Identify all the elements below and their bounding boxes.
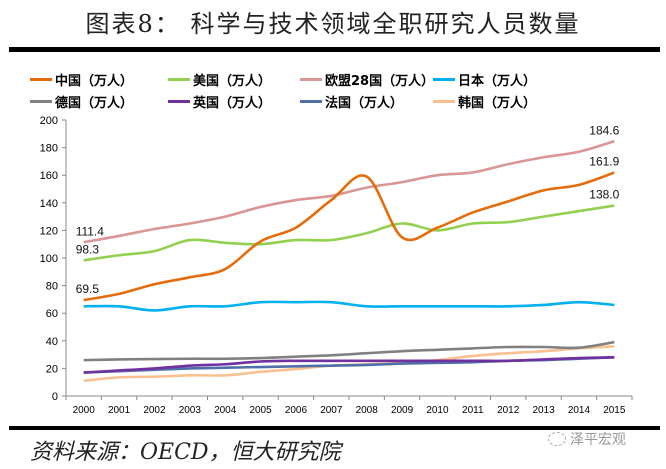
- legend-swatch: [433, 100, 455, 103]
- title-divider: [9, 47, 660, 52]
- y-tick-label: 40: [46, 336, 58, 348]
- series-line: [83, 171, 615, 302]
- legend-swatch: [300, 78, 322, 81]
- data-label: 161.9: [589, 155, 619, 169]
- x-tick-label: 2002: [143, 405, 166, 416]
- legend-label: 德国（万人）: [55, 96, 134, 111]
- legend-item: 法国（万人）: [300, 92, 403, 111]
- y-tick-label: 180: [40, 143, 58, 155]
- legend-item: 英国（万人）: [168, 92, 271, 111]
- data-label: 184.6: [589, 123, 619, 137]
- x-tick-label: 2004: [214, 405, 237, 416]
- figure-title: 图表8： 科学与技术领域全职研究人员数量: [85, 10, 581, 38]
- legend-swatch: [300, 100, 322, 103]
- legend-swatch: [168, 78, 190, 81]
- legend-swatch: [433, 78, 455, 81]
- series-line: [83, 300, 615, 312]
- legend-swatch: [168, 100, 190, 103]
- legend-item: 德国（万人）: [30, 92, 133, 111]
- watermark: 泽平宏观: [548, 429, 626, 449]
- x-tick-label: 2007: [320, 405, 343, 416]
- x-tick-label: 2006: [285, 405, 308, 416]
- y-tick-label: 120: [40, 225, 58, 237]
- series-line: [83, 140, 615, 244]
- legend-label: 英国（万人）: [193, 96, 272, 111]
- y-tick-label: 0: [52, 391, 58, 403]
- legend-item: 韩国（万人）: [433, 92, 536, 111]
- source-note: 资料来源：OECD，恒大研究院: [30, 440, 341, 465]
- legend-label: 法国（万人）: [325, 96, 404, 111]
- data-label: 69.5: [76, 282, 100, 296]
- x-tick-label: 2009: [391, 405, 414, 416]
- legend-label: 美国（万人）: [193, 74, 272, 89]
- x-tick-label: 2015: [603, 405, 626, 416]
- series-line: [83, 356, 615, 374]
- y-tick-label: 80: [46, 281, 58, 293]
- series-line: [83, 340, 615, 362]
- x-tick-label: 2012: [497, 405, 520, 416]
- legend-item: 美国（万人）: [168, 70, 271, 89]
- data-label: 111.4: [76, 224, 105, 238]
- x-tick-label: 2005: [249, 405, 272, 416]
- legend-swatch: [30, 100, 52, 103]
- data-label: 138.0: [589, 188, 619, 202]
- y-tick-label: 140: [40, 198, 58, 210]
- x-tick-label: 2011: [462, 405, 484, 416]
- legend-item: 日本（万人）: [433, 70, 536, 89]
- y-tick-label: 200: [40, 115, 58, 127]
- footer-divider: [9, 426, 660, 430]
- x-tick-label: 2008: [356, 405, 379, 416]
- series-line: [83, 345, 615, 383]
- legend-swatch: [30, 78, 52, 81]
- y-tick-label: 60: [46, 308, 58, 320]
- x-tick-label: 2013: [532, 405, 555, 416]
- y-tick-label: 160: [40, 170, 58, 182]
- wechat-icon: [548, 432, 566, 446]
- x-tick-label: 2000: [73, 405, 96, 416]
- legend-label: 中国（万人）: [55, 74, 134, 89]
- watermark-text: 泽平宏观: [570, 432, 626, 448]
- legend-label: 日本（万人）: [458, 74, 537, 89]
- x-tick-label: 2014: [568, 405, 591, 416]
- x-tick-label: 2010: [426, 405, 449, 416]
- legend-item: 中国（万人）: [30, 70, 133, 89]
- legend-label: 欧盟28国（万人）: [325, 74, 435, 89]
- x-tick-label: 2001: [108, 405, 131, 416]
- y-tick-label: 20: [46, 363, 58, 375]
- legend-label: 韩国（万人）: [458, 96, 537, 111]
- series-line: [83, 204, 615, 262]
- data-label: 98.3: [76, 242, 100, 256]
- y-tick-label: 100: [40, 253, 58, 265]
- x-tick-label: 2003: [179, 405, 202, 416]
- legend-item: 欧盟28国（万人）: [300, 70, 434, 89]
